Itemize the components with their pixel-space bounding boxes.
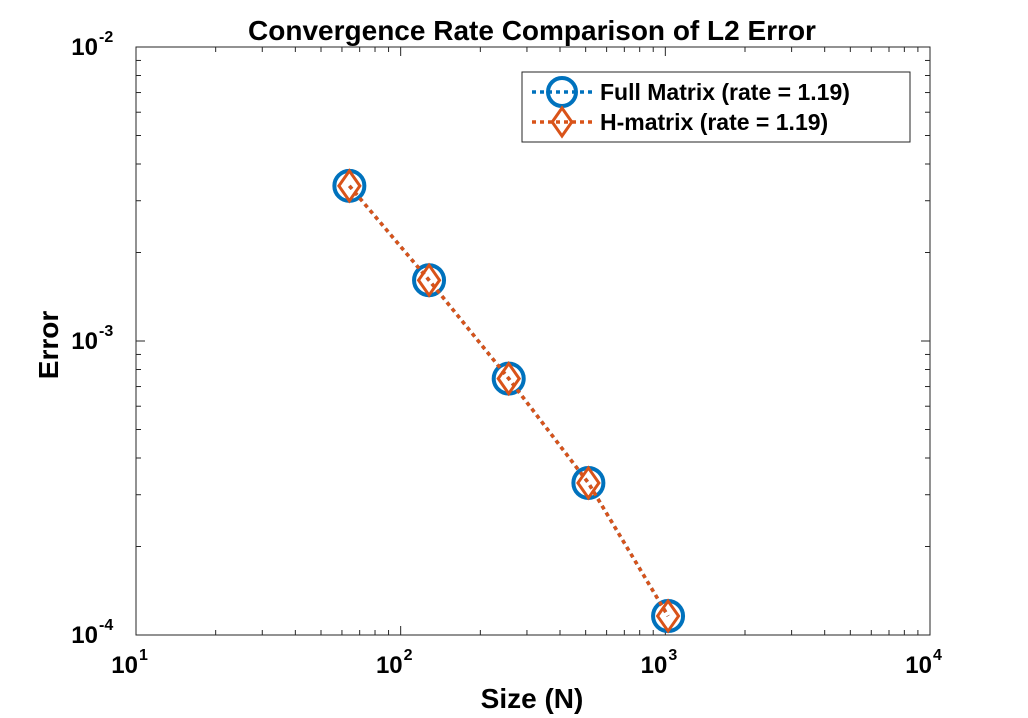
legend: Full Matrix (rate = 1.19) H-matrix (rate … bbox=[521, 71, 911, 143]
y-tick-base: 10 bbox=[71, 328, 98, 355]
legend-marker-diamond bbox=[550, 105, 574, 139]
x-tick-base: 10 bbox=[111, 652, 138, 679]
y-axis-label: Error bbox=[33, 311, 64, 380]
y-tick-exponent: -2 bbox=[99, 29, 113, 46]
x-tick-base: 10 bbox=[376, 652, 403, 679]
x-tick-labels: 10 1 10 2 10 3 10 4 bbox=[111, 647, 942, 679]
y-tick-labels: 10-410-310-2 bbox=[71, 29, 113, 649]
y-tick-exponent: -4 bbox=[99, 617, 113, 634]
y-tick-base: 10 bbox=[71, 34, 98, 61]
data-point-diamond bbox=[416, 262, 442, 298]
legend-box bbox=[521, 71, 911, 143]
data-point-diamond bbox=[496, 360, 522, 397]
x-tick-label: 10 4 bbox=[905, 647, 942, 679]
x-tick-exponent: 2 bbox=[404, 647, 413, 664]
plot-area bbox=[135, 46, 931, 636]
x-tick-exponent: 1 bbox=[139, 647, 148, 664]
y-tick-label: 10 -4 bbox=[71, 617, 113, 649]
x-axis-label: Size (N) bbox=[481, 683, 584, 714]
chart-title: Convergence Rate Comparison of L2 Error bbox=[248, 15, 816, 46]
legend-entry: Full Matrix (rate = 1.19) bbox=[532, 76, 850, 108]
y-tick-label: 10 -2 bbox=[71, 29, 113, 61]
y-tick-label: 10 -3 bbox=[71, 323, 113, 355]
x-tick-base: 10 bbox=[641, 652, 668, 679]
y-tick-base: 10 bbox=[71, 622, 98, 649]
data-point-diamond bbox=[576, 465, 601, 501]
series-group bbox=[332, 168, 686, 634]
data-point-diamond bbox=[337, 168, 362, 204]
x-tick-exponent: 3 bbox=[668, 647, 677, 664]
tick-marks bbox=[135, 47, 930, 636]
y-tick-exponent: -3 bbox=[99, 323, 113, 340]
series-line bbox=[348, 184, 670, 617]
x-tick-label: 10 2 bbox=[376, 647, 413, 679]
x-tick-label: 10 3 bbox=[641, 647, 678, 679]
x-tick-label: 10 1 bbox=[111, 647, 148, 679]
series-h-matrix bbox=[337, 168, 681, 634]
x-tick-exponent: 4 bbox=[933, 647, 942, 664]
x-tick-base: 10 bbox=[905, 652, 932, 679]
legend-entry: H-matrix (rate = 1.19) bbox=[532, 105, 828, 139]
legend-label: H-matrix (rate = 1.19) bbox=[600, 109, 828, 135]
legend-label: Full Matrix (rate = 1.19) bbox=[600, 79, 850, 105]
data-point-diamond bbox=[655, 598, 681, 634]
